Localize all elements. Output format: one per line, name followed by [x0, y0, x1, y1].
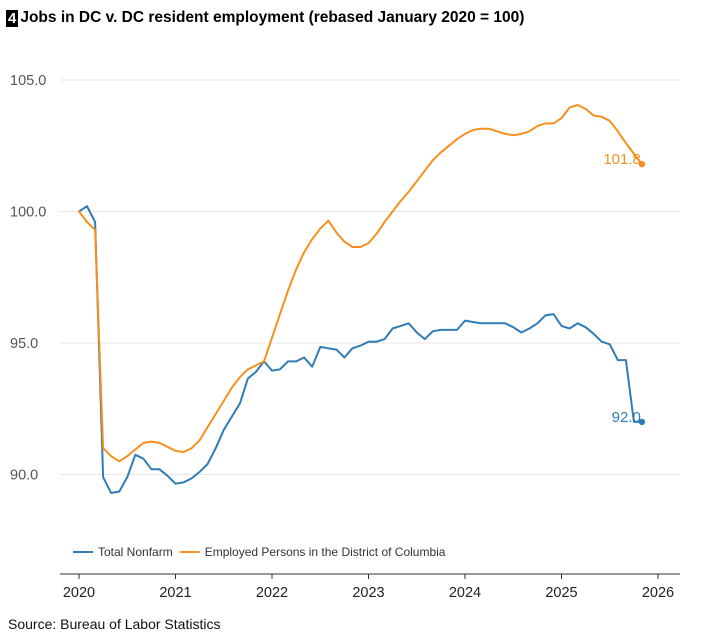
end-value-label: 92.0: [612, 409, 641, 426]
source-note: Source: Bureau of Labor Statistics: [8, 616, 221, 632]
figure-number-badge: 4: [6, 9, 19, 27]
gridlines: [60, 79, 680, 475]
y-tick-label: 105.0: [10, 73, 46, 89]
x-tick-label: 2025: [545, 585, 577, 601]
x-tick-label: 2022: [256, 585, 288, 601]
series-lines: [78, 104, 646, 494]
end-labels: 92.0 101.8: [603, 151, 641, 426]
legend-label: Total Nonfarm: [98, 545, 173, 559]
x-tick-label: 2026: [642, 585, 674, 601]
end-point-employed-persons-in-the-district-of-columbia: [638, 160, 646, 168]
y-tick-label: 90.0: [10, 468, 38, 484]
y-axis: 90.0 95.0 100.0 105.0: [10, 73, 46, 484]
legend-label: Employed Persons in the District of Colu…: [205, 545, 446, 559]
chart-title: Jobs in DC v. DC resident employment (re…: [20, 9, 525, 26]
series-line-employed-persons-in-the-district-of-columbia: [78, 104, 643, 463]
x-tick-label: 2021: [159, 585, 191, 601]
x-tick-label: 2023: [352, 585, 384, 601]
x-tick-label: 2024: [449, 585, 481, 601]
x-axis: 2020 2021 2022 2023 2024 2025 2026: [60, 573, 680, 601]
chart-title-row: 4 Jobs in DC v. DC resident employment (…: [6, 9, 524, 27]
y-tick-label: 95.0: [10, 336, 38, 352]
x-tick-label: 2020: [63, 585, 95, 601]
end-point-total-nonfarm: [638, 418, 646, 426]
legend: Total Nonfarm Employed Persons in the Dis…: [73, 545, 446, 559]
series-line-total-nonfarm: [78, 205, 643, 494]
y-tick-label: 100.0: [10, 205, 46, 221]
end-value-label: 101.8: [603, 151, 641, 168]
